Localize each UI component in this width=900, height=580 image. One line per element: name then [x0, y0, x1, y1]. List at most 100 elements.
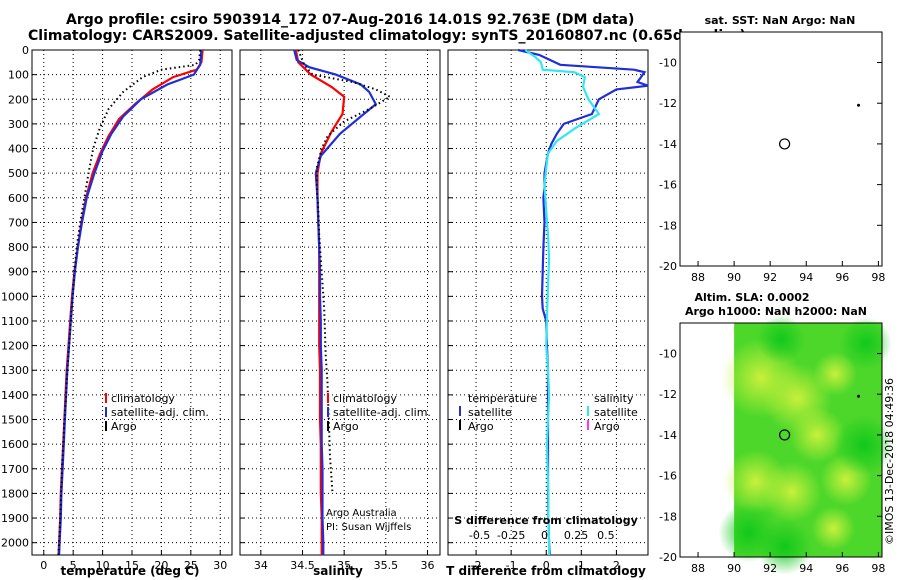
- temperature-series-argo: [57, 49, 202, 556]
- diff-legend-sal-argo-label: Argo: [594, 420, 620, 433]
- salinity-xtick-label: 34: [254, 559, 268, 572]
- sla-xtick-label: 96: [835, 562, 849, 575]
- sla-ytick-label: -20: [659, 551, 677, 564]
- s-diff-tick-label: 0.25: [564, 529, 589, 542]
- salinity-xlabel: salinity: [313, 564, 363, 578]
- temperature-xtick-label: 5: [70, 559, 77, 572]
- sla-map: 88 90 92 94 96 98 -10 -12 -14 -16 -18 -20: [659, 315, 894, 575]
- difference-xtick-label: 1: [578, 559, 585, 572]
- temperature-legend-label: Argo: [111, 420, 137, 433]
- salinity-xtick-label: 35.5: [374, 559, 399, 572]
- sst-xtick-label: 94: [799, 271, 813, 284]
- salinity-legend-label: Argo: [333, 420, 359, 433]
- sst-xtick-label: 90: [727, 271, 741, 284]
- depth-tick-label: 1000: [1, 290, 29, 303]
- depth-tick-label: 400: [8, 143, 29, 156]
- sst-ytick-label: -20: [659, 260, 677, 273]
- depth-tick-label: 1300: [1, 364, 29, 377]
- sla-xtick-label: 92: [763, 562, 777, 575]
- sla-panel-title-line2: Argo h1000: NaN h2000: NaN: [685, 305, 867, 318]
- salinity-panel: 34 34.5 35 35.5 36: [239, 49, 441, 572]
- salinity-xtick-label: 34.5: [290, 559, 315, 572]
- temperature-xtick-label: 30: [213, 559, 227, 572]
- sst-argo-position-marker: [779, 138, 791, 150]
- diff-legend-sal-heading: salinity: [594, 392, 634, 405]
- diff-legend-temp-sat-label: satellite: [468, 406, 512, 419]
- sla-field-patch: [811, 506, 856, 551]
- sla-dot-marker: [857, 394, 861, 398]
- sla-ytick-label: -10: [659, 348, 677, 361]
- salinity-xtick-label: 36: [421, 559, 435, 572]
- salinity-legend-label: climatology: [333, 392, 397, 405]
- salinity-legend-label: satellite-adj. clim.: [333, 406, 431, 419]
- salinity-xtick-label: 35: [337, 559, 351, 572]
- temperature-xtick-label: 15: [125, 559, 139, 572]
- sst-ytick-label: -16: [659, 179, 677, 192]
- sla-frame-top: [679, 322, 883, 558]
- credit-line2: PI: Susan Wijffels: [326, 522, 411, 533]
- difference-xtick-label: 2: [613, 559, 620, 572]
- s-diff-tick-label: -0.5: [469, 529, 490, 542]
- depth-tick-label: 1500: [1, 414, 29, 427]
- sst-frame: [679, 31, 883, 267]
- diff-legend-sal-sat-label: satellite: [594, 406, 638, 419]
- depth-tick-label: 0: [22, 44, 29, 57]
- sla-field-patch: [757, 315, 805, 364]
- depth-tick-label: 600: [8, 192, 29, 205]
- temperature-xtick-label: 0: [40, 559, 47, 572]
- depth-tick-label: 1700: [1, 463, 29, 476]
- temperature-xtick-label: 25: [184, 559, 198, 572]
- sst-xtick-label: 98: [871, 271, 885, 284]
- sla-xtick-label: 88: [691, 562, 705, 575]
- depth-tick-label: 500: [8, 167, 29, 180]
- sla-ytick-label: -16: [659, 470, 677, 483]
- sst-ytick-label: -12: [659, 97, 677, 110]
- s-difference-label: S difference from climatology: [454, 514, 638, 527]
- difference-panel: -2 -1 0 1 2: [447, 48, 649, 572]
- temperature-panel: 0 5 10 15 20 25 300100200300400500600700800900…: [1, 44, 233, 572]
- temperature-xtick-label: 10: [96, 559, 110, 572]
- sst-dot-marker: [857, 103, 861, 107]
- depth-tick-label: 1200: [1, 340, 29, 353]
- diff-legend-temp-argo-label: Argo: [468, 420, 494, 433]
- depth-tick-label: 1800: [1, 487, 29, 500]
- sla-field-patch: [789, 406, 846, 463]
- depth-tick-label: 2000: [1, 537, 29, 550]
- sla-field-patch: [839, 317, 892, 370]
- sla-xtick-label: 90: [727, 562, 741, 575]
- sst-ytick-label: -18: [659, 219, 677, 232]
- s-diff-tick-label: -0.25: [497, 529, 525, 542]
- sst-map: 88 90 92 94 96 98 -10 -12 -14 -16 -18 -20: [659, 31, 885, 284]
- temperature-xtick-label: 20: [154, 559, 168, 572]
- sla-field-patch: [813, 351, 858, 396]
- depth-tick-label: 700: [8, 216, 29, 229]
- depth-tick-label: 1900: [1, 512, 29, 525]
- difference-xtick-label: -1: [506, 559, 517, 572]
- sla-argo-position-marker: [779, 429, 791, 441]
- sst-xtick-label: 92: [763, 271, 777, 284]
- sla-xtick-label: 94: [799, 562, 813, 575]
- sla-ytick-label: -12: [659, 388, 677, 401]
- temperature-legend-label: satellite-adj. clim.: [111, 406, 209, 419]
- depth-tick-label: 800: [8, 241, 29, 254]
- temperature-legend-label: climatology: [111, 392, 175, 405]
- depth-tick-label: 1100: [1, 315, 29, 328]
- s-diff-tick-label: 0: [541, 529, 548, 542]
- difference-xlabel: T difference from climatology: [446, 564, 646, 578]
- sla-field-patch: [833, 415, 894, 476]
- credit-line1: Argo Australia: [326, 508, 397, 519]
- difference-xtick-label: 0: [543, 559, 550, 572]
- sst-xtick-label: 88: [691, 271, 705, 284]
- difference-xtick-label: -2: [471, 559, 482, 572]
- depth-tick-label: 1400: [1, 389, 29, 402]
- page-title-line1: Argo profile: csiro 5903914_172 07-Aug-2…: [66, 12, 635, 28]
- sst-ytick-label: -10: [659, 57, 677, 70]
- s-diff-tick-label: 0.5: [597, 529, 615, 542]
- sla-xtick-label: 98: [871, 562, 885, 575]
- imos-credit-vertical: ©IMOS 13-Dec-2018 04:49:36: [883, 378, 896, 545]
- depth-tick-label: 100: [8, 69, 29, 82]
- sla-ytick-label: -14: [659, 429, 677, 442]
- sst-xtick-label: 96: [835, 271, 849, 284]
- depth-tick-label: 900: [8, 266, 29, 279]
